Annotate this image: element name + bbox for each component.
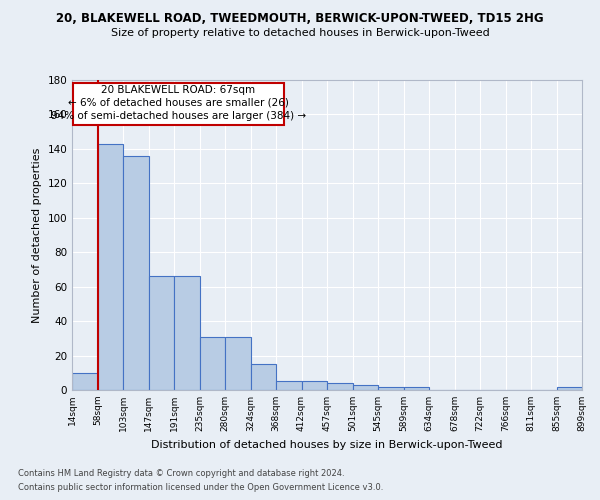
Bar bbox=[557, 386, 582, 390]
Bar bbox=[251, 364, 276, 390]
Bar bbox=[123, 156, 149, 390]
Text: Contains HM Land Registry data © Crown copyright and database right 2024.: Contains HM Land Registry data © Crown c… bbox=[18, 468, 344, 477]
Bar bbox=[97, 144, 123, 390]
X-axis label: Distribution of detached houses by size in Berwick-upon-Tweed: Distribution of detached houses by size … bbox=[151, 440, 503, 450]
Bar bbox=[73, 84, 284, 125]
Text: 20, BLAKEWELL ROAD, TWEEDMOUTH, BERWICK-UPON-TWEED, TD15 2HG: 20, BLAKEWELL ROAD, TWEEDMOUTH, BERWICK-… bbox=[56, 12, 544, 26]
Y-axis label: Number of detached properties: Number of detached properties bbox=[32, 148, 42, 322]
Bar bbox=[174, 276, 199, 390]
Bar bbox=[327, 383, 353, 390]
Bar bbox=[353, 385, 378, 390]
Bar bbox=[149, 276, 174, 390]
Bar bbox=[276, 382, 302, 390]
Bar bbox=[199, 336, 225, 390]
Text: Contains public sector information licensed under the Open Government Licence v3: Contains public sector information licen… bbox=[18, 484, 383, 492]
Text: ← 6% of detached houses are smaller (26): ← 6% of detached houses are smaller (26) bbox=[68, 98, 289, 108]
Text: 94% of semi-detached houses are larger (384) →: 94% of semi-detached houses are larger (… bbox=[51, 111, 306, 121]
Bar bbox=[302, 382, 327, 390]
Bar bbox=[72, 373, 97, 390]
Bar bbox=[225, 336, 251, 390]
Bar bbox=[404, 386, 429, 390]
Text: 20 BLAKEWELL ROAD: 67sqm: 20 BLAKEWELL ROAD: 67sqm bbox=[101, 86, 256, 96]
Text: Size of property relative to detached houses in Berwick-upon-Tweed: Size of property relative to detached ho… bbox=[110, 28, 490, 38]
Bar bbox=[378, 386, 404, 390]
